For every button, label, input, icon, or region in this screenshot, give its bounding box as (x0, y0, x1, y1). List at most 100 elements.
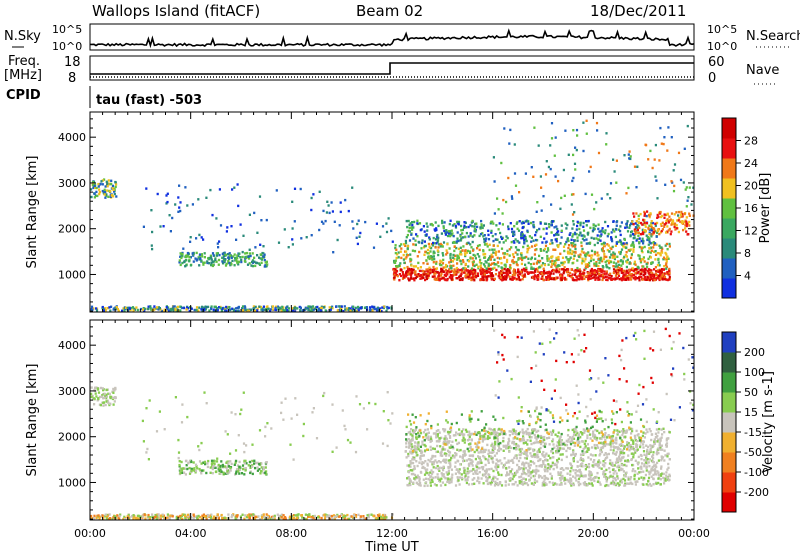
echo-cell (177, 210, 180, 213)
echo-cell (634, 439, 637, 442)
echo-cell (632, 237, 635, 240)
echo-cell (648, 214, 651, 217)
echo-cell (566, 472, 569, 475)
echo-cell (615, 220, 618, 224)
echo-cell (157, 308, 160, 311)
echo-cell (541, 436, 544, 439)
echo-cell (665, 265, 668, 268)
echo-cell (575, 275, 578, 278)
echo-cell (265, 260, 268, 263)
echo-cell (683, 212, 686, 216)
echo-cell (449, 232, 452, 235)
echo-cell (625, 278, 628, 281)
echo-cell (653, 243, 656, 246)
echo-cell (637, 234, 640, 237)
echo-cell (619, 468, 623, 472)
echo-cell (634, 437, 637, 440)
echo-cell (471, 235, 474, 238)
echo-cell (612, 251, 615, 254)
echo-cell (243, 473, 246, 476)
echo-cell (513, 456, 516, 460)
echo-cell (641, 250, 644, 254)
echo-cell (460, 270, 463, 273)
echo-cell (195, 465, 198, 468)
echo-cell (543, 478, 546, 481)
echo-cell (648, 224, 651, 227)
echo-cell (293, 220, 296, 223)
echo-cell (545, 467, 548, 470)
echo-cell (640, 258, 643, 261)
echo-cell (592, 226, 595, 230)
echo-cell (570, 193, 574, 196)
echo-cell (478, 261, 481, 264)
echo-cell (404, 244, 407, 247)
echo-cell (127, 516, 130, 520)
echo-cell (585, 252, 588, 255)
echo-cell (327, 204, 330, 207)
echo-cell (437, 246, 440, 249)
echo-cell (587, 242, 590, 245)
echo-cell (112, 391, 115, 394)
echo-cell (639, 268, 642, 272)
echo-cell (197, 256, 200, 259)
echo-cell (213, 310, 217, 313)
echo-cell (437, 243, 441, 246)
echo-cell (618, 430, 621, 433)
echo-cell (482, 250, 485, 253)
echo-cell (518, 241, 521, 244)
echo-cell (172, 308, 175, 311)
echo-cell (619, 269, 622, 272)
echo-cell (580, 241, 583, 244)
echo-cell (478, 438, 481, 441)
echo-cell (599, 483, 602, 486)
echo-cell (123, 309, 126, 312)
echo-cell (444, 483, 447, 487)
echo-cell (549, 277, 552, 281)
echo-cell (632, 250, 635, 253)
echo-cell (204, 308, 207, 311)
echo-cell (481, 226, 484, 230)
echo-cell (528, 471, 531, 474)
echo-cell (425, 433, 428, 436)
echo-cell (501, 279, 504, 282)
echo-cell (561, 256, 565, 259)
echo-cell (207, 459, 210, 463)
echo-cell (507, 176, 510, 180)
echo-cell (631, 445, 635, 449)
echo-cell (491, 262, 494, 265)
echo-cell (490, 220, 493, 224)
echo-cell (576, 236, 579, 239)
echo-cell (318, 190, 321, 193)
echo-cell (597, 264, 600, 268)
echo-cell (190, 469, 193, 473)
echo-cell (528, 435, 531, 438)
echo-cell (520, 237, 523, 240)
echo-cell (624, 253, 627, 257)
echo-cell (385, 222, 388, 225)
echo-cell (512, 240, 515, 243)
echo-cell (625, 222, 628, 225)
echo-cell (174, 203, 177, 206)
echo-cell (236, 310, 239, 313)
echo-cell (434, 246, 437, 249)
echo-cell (652, 276, 656, 279)
echo-cell (641, 228, 644, 232)
echo-cell (565, 227, 568, 230)
echo-cell (413, 270, 416, 273)
echo-cell (680, 215, 683, 218)
echo-cell (609, 182, 613, 185)
echo-cell (542, 267, 545, 270)
echo-cell (435, 242, 438, 245)
echo-cell (351, 220, 354, 223)
echo-cell (425, 259, 428, 262)
echo-cell (142, 225, 145, 228)
echo-cell (494, 476, 497, 479)
echo-cell (215, 217, 218, 220)
echo-cell (498, 276, 501, 280)
echo-cell (131, 306, 135, 309)
echo-cell (204, 462, 207, 466)
echo-cell (357, 308, 360, 312)
echo-cell (256, 461, 259, 465)
echo-cell (515, 263, 518, 266)
echo-cell (460, 237, 463, 240)
